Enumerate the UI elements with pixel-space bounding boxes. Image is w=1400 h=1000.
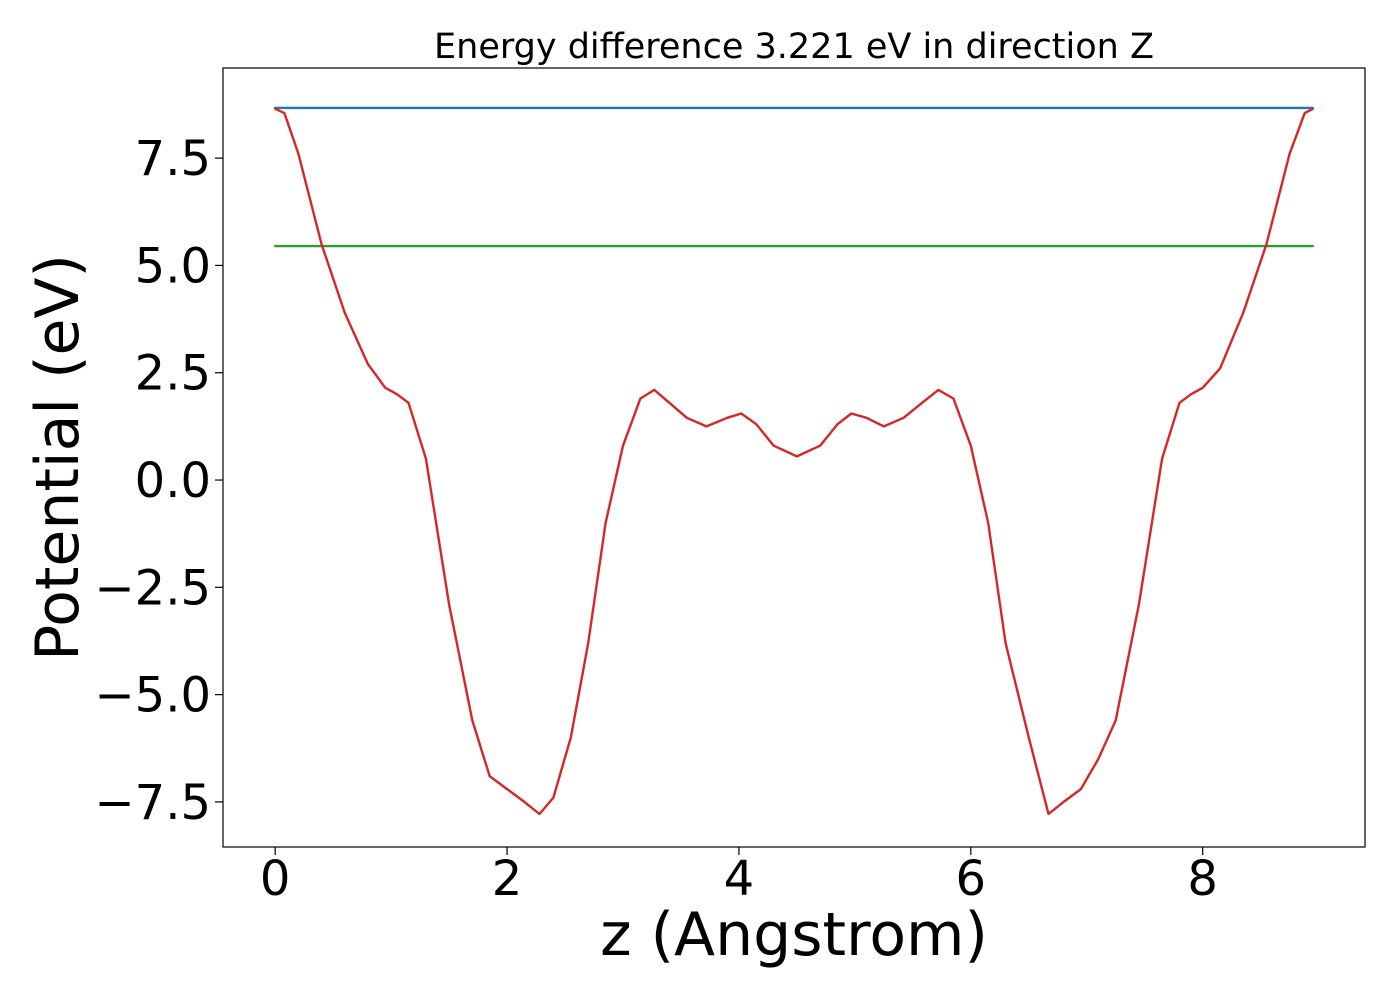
y-tick-label: −5.0 [94, 668, 211, 724]
x-axis-label: z (Angstrom) [600, 900, 988, 970]
y-tick-label: 5.0 [135, 238, 211, 294]
series-layer [274, 106, 1314, 816]
y-tick-label: 2.5 [135, 346, 211, 402]
plot-area-frame [222, 67, 1366, 848]
x-tick-label: 2 [492, 851, 523, 907]
y-tick-label: −7.5 [94, 775, 211, 831]
x-axis-ticks: 0 2 4 6 8 [260, 847, 1218, 907]
x-tick-label: 6 [956, 851, 987, 907]
y-tick-label: 0.0 [135, 453, 211, 509]
y-axis-label: Potential (eV) [23, 254, 93, 661]
x-tick-label: 8 [1187, 851, 1218, 907]
series-line-2 [274, 107, 1314, 816]
y-tick-label: 7.5 [135, 131, 211, 187]
y-tick-label: −2.5 [94, 560, 211, 616]
x-tick-label: 0 [260, 851, 291, 907]
chart-title: Energy difference 3.221 eV in direction … [434, 27, 1154, 67]
x-tick-label: 4 [724, 851, 755, 907]
y-axis-ticks: 7.5 5.0 2.5 0.0 −2.5 −5.0 −7.5 [94, 131, 223, 831]
